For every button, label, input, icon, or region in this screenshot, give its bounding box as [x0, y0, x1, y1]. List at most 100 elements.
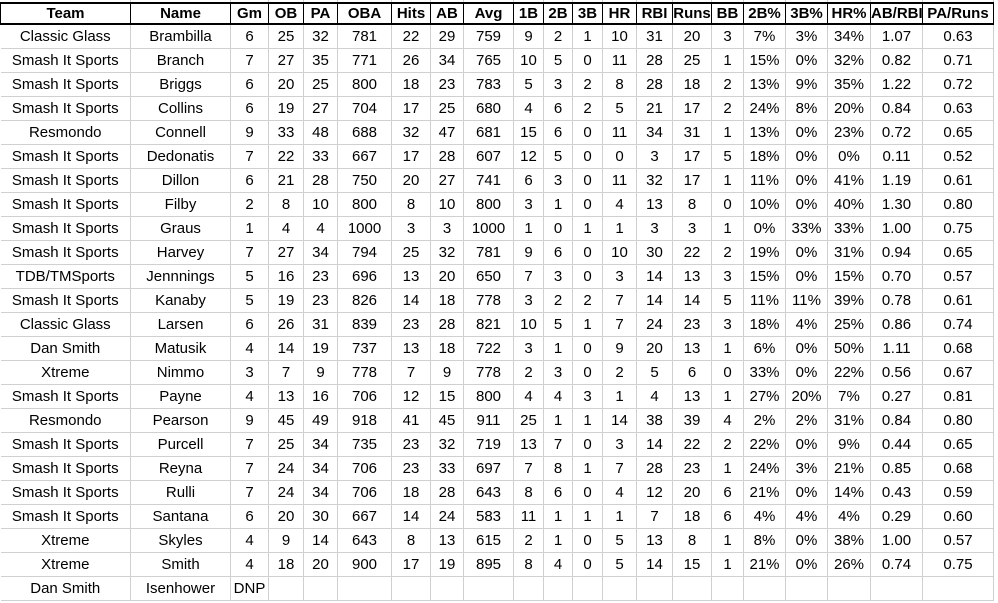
cell-team[interactable]: Smash It Sports: [0, 504, 131, 529]
cell-pa-runs[interactable]: 0.65: [922, 120, 994, 145]
cell-name[interactable]: Filby: [130, 192, 231, 217]
cell-2b-pct[interactable]: [743, 576, 786, 601]
cell-runs[interactable]: 22: [672, 432, 712, 457]
column-header-ob[interactable]: OB: [268, 2, 304, 25]
cell-hr-pct[interactable]: [827, 576, 871, 601]
cell-bb[interactable]: 2: [711, 72, 744, 97]
cell-2b-pct[interactable]: 13%: [743, 72, 786, 97]
cell-2b-pct[interactable]: 24%: [743, 456, 786, 481]
cell-1b[interactable]: 25: [513, 408, 544, 433]
cell-ab[interactable]: 23: [430, 72, 464, 97]
cell-ab-rbi[interactable]: 0.82: [870, 48, 923, 73]
cell-pa[interactable]: 28: [303, 168, 338, 193]
cell-ob[interactable]: 20: [268, 72, 304, 97]
cell-pa-runs[interactable]: 0.80: [922, 408, 994, 433]
cell-runs[interactable]: 20: [672, 480, 712, 505]
column-header-hr[interactable]: HR: [602, 2, 637, 25]
cell-2b-pct[interactable]: 11%: [743, 288, 786, 313]
cell-team[interactable]: Dan Smith: [0, 336, 131, 361]
cell-2b[interactable]: 2: [543, 288, 573, 313]
cell-hr-pct[interactable]: 9%: [827, 432, 871, 457]
cell-bb[interactable]: 2: [711, 432, 744, 457]
cell-1b[interactable]: 12: [513, 144, 544, 169]
cell-name[interactable]: Rulli: [130, 480, 231, 505]
cell-hr[interactable]: 9: [602, 336, 637, 361]
cell-pa[interactable]: 31: [303, 312, 338, 337]
cell-hits[interactable]: 23: [391, 432, 431, 457]
cell-3b-pct[interactable]: 0%: [785, 192, 828, 217]
cell-name[interactable]: Isenhower: [130, 576, 231, 601]
cell-hr-pct[interactable]: 50%: [827, 336, 871, 361]
cell-3b-pct[interactable]: 0%: [785, 432, 828, 457]
cell-bb[interactable]: 3: [711, 23, 744, 49]
cell-name[interactable]: Reyna: [130, 456, 231, 481]
column-header-hr-pct[interactable]: HR%: [827, 2, 871, 25]
cell-3b[interactable]: 2: [572, 72, 603, 97]
cell-runs[interactable]: 8: [672, 528, 712, 553]
cell-3b[interactable]: 0: [572, 336, 603, 361]
cell-2b-pct[interactable]: 15%: [743, 264, 786, 289]
cell-gm[interactable]: 5: [230, 288, 269, 313]
cell-hits[interactable]: 23: [391, 456, 431, 481]
cell-2b[interactable]: 3: [543, 72, 573, 97]
cell-rbi[interactable]: 3: [636, 216, 673, 241]
cell-3b-pct[interactable]: 3%: [785, 456, 828, 481]
cell-ob[interactable]: 24: [268, 480, 304, 505]
cell-hr-pct[interactable]: 26%: [827, 552, 871, 577]
cell-bb[interactable]: 1: [711, 168, 744, 193]
cell-pa[interactable]: 32: [303, 23, 338, 49]
cell-gm[interactable]: 7: [230, 456, 269, 481]
cell-gm[interactable]: 7: [230, 48, 269, 73]
cell-1b[interactable]: 10: [513, 48, 544, 73]
cell-pa-runs[interactable]: 0.75: [922, 216, 994, 241]
cell-hits[interactable]: [391, 576, 431, 601]
cell-oba[interactable]: 826: [337, 288, 392, 313]
cell-2b-pct[interactable]: 2%: [743, 408, 786, 433]
column-header-pa-runs[interactable]: PA/Runs: [922, 2, 994, 25]
cell-gm[interactable]: DNP: [230, 576, 269, 601]
cell-hr-pct[interactable]: 40%: [827, 192, 871, 217]
cell-3b[interactable]: 1: [572, 504, 603, 529]
cell-pa[interactable]: 34: [303, 456, 338, 481]
cell-2b[interactable]: 1: [543, 504, 573, 529]
cell-avg[interactable]: 781: [463, 240, 514, 265]
cell-team[interactable]: Smash It Sports: [0, 72, 131, 97]
cell-pa-runs[interactable]: 0.57: [922, 264, 994, 289]
cell-gm[interactable]: 6: [230, 504, 269, 529]
cell-rbi[interactable]: 28: [636, 48, 673, 73]
cell-3b[interactable]: 0: [572, 120, 603, 145]
cell-pa[interactable]: 9: [303, 360, 338, 385]
cell-ob[interactable]: 25: [268, 432, 304, 457]
cell-1b[interactable]: 6: [513, 168, 544, 193]
cell-2b-pct[interactable]: 11%: [743, 168, 786, 193]
cell-oba[interactable]: 706: [337, 456, 392, 481]
column-header-3b-pct[interactable]: 3B%: [785, 2, 828, 25]
cell-hits[interactable]: 25: [391, 240, 431, 265]
cell-3b-pct[interactable]: 8%: [785, 96, 828, 121]
cell-rbi[interactable]: 30: [636, 240, 673, 265]
cell-ob[interactable]: 27: [268, 48, 304, 73]
cell-hr[interactable]: 10: [602, 240, 637, 265]
cell-1b[interactable]: 4: [513, 384, 544, 409]
cell-2b-pct[interactable]: 21%: [743, 480, 786, 505]
cell-2b-pct[interactable]: 18%: [743, 312, 786, 337]
cell-rbi[interactable]: 5: [636, 360, 673, 385]
cell-gm[interactable]: 4: [230, 552, 269, 577]
column-header-2b[interactable]: 2B: [543, 2, 573, 25]
cell-runs[interactable]: 31: [672, 120, 712, 145]
cell-2b[interactable]: 4: [543, 552, 573, 577]
cell-avg[interactable]: 821: [463, 312, 514, 337]
cell-bb[interactable]: 1: [711, 456, 744, 481]
cell-1b[interactable]: 3: [513, 192, 544, 217]
cell-team[interactable]: Xtreme: [0, 552, 131, 577]
cell-avg[interactable]: 741: [463, 168, 514, 193]
column-header-bb[interactable]: BB: [711, 2, 744, 25]
column-header-oba[interactable]: OBA: [337, 2, 392, 25]
column-header-2b-pct[interactable]: 2B%: [743, 2, 786, 25]
cell-ab[interactable]: 32: [430, 240, 464, 265]
cell-name[interactable]: Matusik: [130, 336, 231, 361]
cell-team[interactable]: Smash It Sports: [0, 480, 131, 505]
cell-ob[interactable]: 21: [268, 168, 304, 193]
cell-ab-rbi[interactable]: 0.43: [870, 480, 923, 505]
cell-team[interactable]: Smash It Sports: [0, 432, 131, 457]
